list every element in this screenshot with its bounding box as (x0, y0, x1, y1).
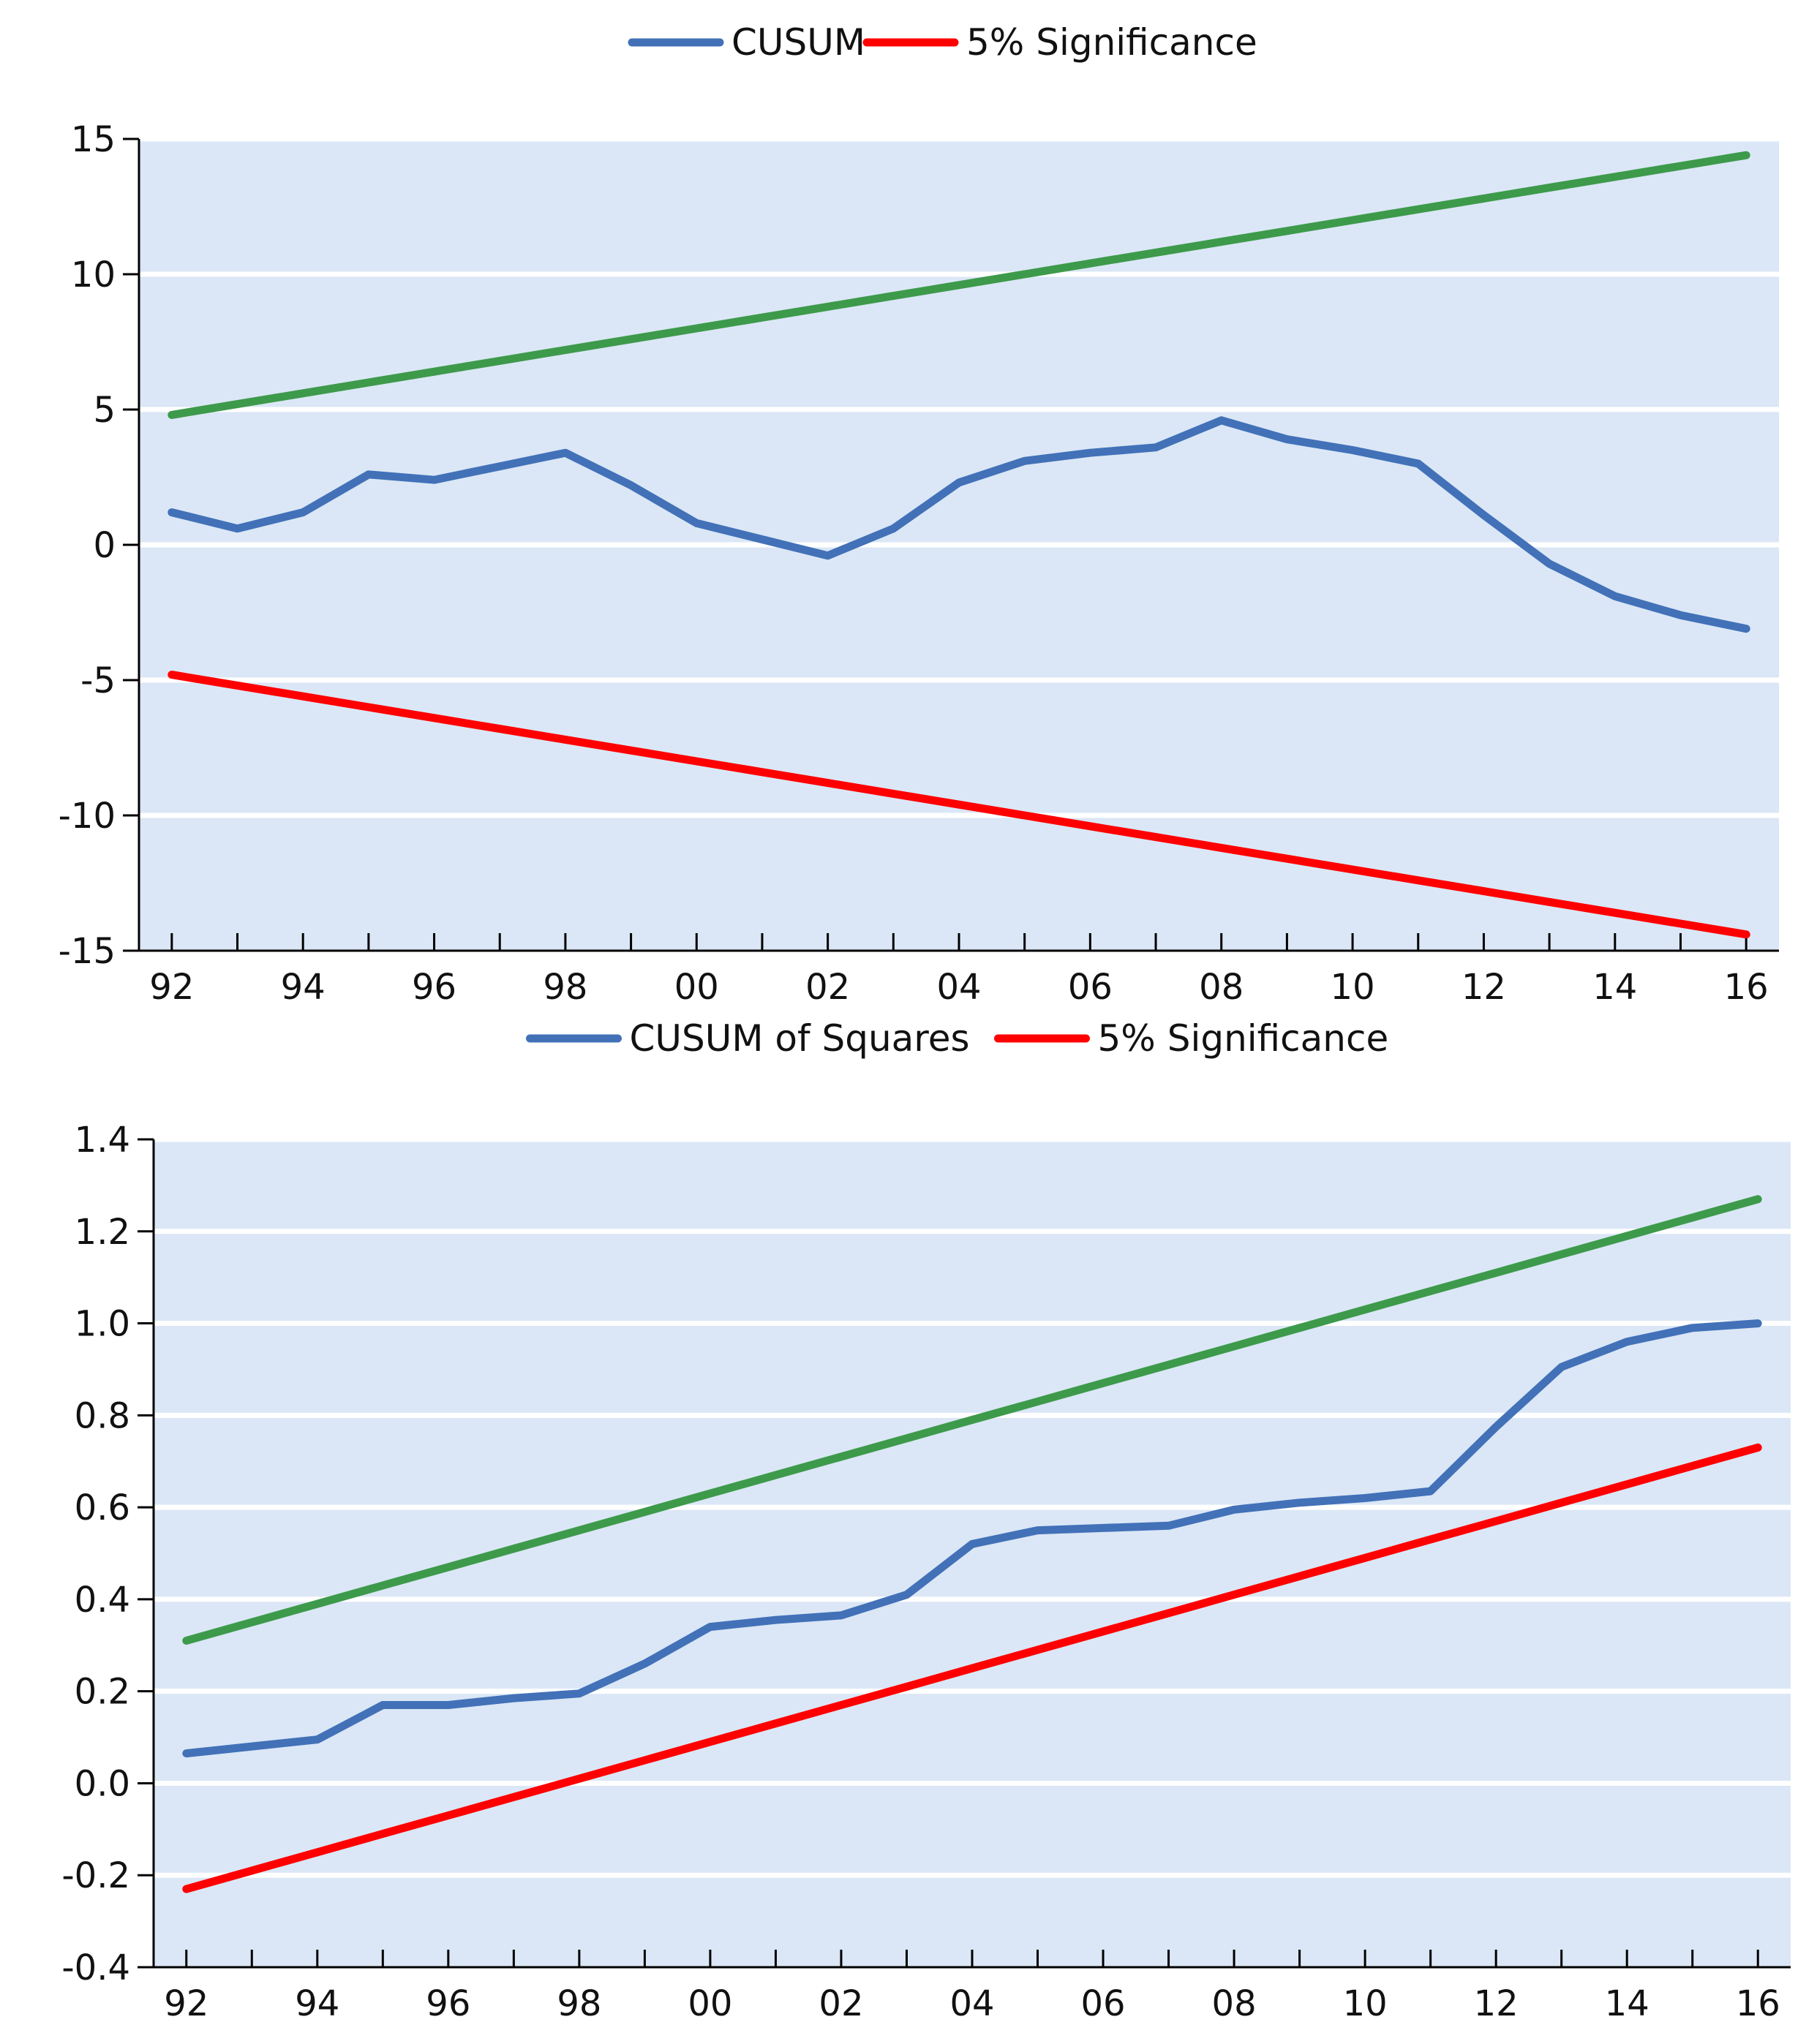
series-line-5-significance-upper (168, 151, 1750, 419)
y-tick-label: -0.2 (61, 1855, 130, 1896)
y-tick-label: 0.4 (75, 1580, 130, 1621)
x-tick-label: 06 (1081, 1983, 1126, 2024)
series-line-5-significance (182, 1443, 1762, 1893)
x-tick-label: 92 (149, 967, 194, 1008)
y-tick-label: 1.0 (75, 1304, 130, 1345)
y-tick-label: -5 (80, 660, 116, 701)
x-tick-label: 94 (281, 967, 326, 1008)
plot-area (154, 1139, 1791, 1967)
legend-label: 5% Significance (1098, 1017, 1389, 1060)
x-tick-label: 14 (1592, 967, 1637, 1008)
x-tick-label: 06 (1068, 967, 1113, 1008)
x-tick-label: 02 (805, 967, 850, 1008)
series-line-5-significance (168, 671, 1750, 939)
legend-label: CUSUM (731, 21, 865, 64)
x-tick-label: 94 (295, 1983, 339, 2024)
legend-label: 5% Significance (966, 21, 1257, 64)
y-tick-label: -15 (59, 931, 116, 972)
y-tick-label: 1.2 (75, 1212, 130, 1253)
y-tick-label: 0.6 (75, 1487, 130, 1528)
x-tick-label: 00 (688, 1983, 732, 2024)
x-tick-label: 16 (1736, 1983, 1780, 2024)
legend: CUSUM of Squares 5% Significance (526, 1017, 1389, 1060)
x-tick-label: 98 (543, 967, 587, 1008)
legend: CUSUM 5% Significance (628, 21, 1257, 64)
y-tick-label: 0.0 (75, 1763, 130, 1804)
y-tick-label: 0 (93, 525, 116, 566)
legend-label: CUSUM of Squares (630, 1017, 970, 1060)
series-line-cusum-of-squares (182, 1319, 1762, 1758)
y-tick-label: -10 (59, 796, 116, 837)
y-tick-label: 1.4 (75, 1120, 130, 1161)
x-tick-label: 92 (164, 1983, 208, 2024)
x-tick-label: 96 (426, 1983, 470, 2024)
y-tick-label: 15 (71, 119, 116, 160)
x-tick-label: 12 (1474, 1983, 1519, 2024)
x-tick-label: 10 (1331, 967, 1375, 1008)
x-tick-label: 10 (1343, 1983, 1388, 2024)
x-tick-label: 00 (674, 967, 719, 1008)
chart-panel-2: -0.4 -0.2 0.0 0.2 0.4 0.6 0.8 1.0 1.2 1.4 92 94 96 98… (61, 1017, 1791, 2024)
y-tick-label: -0.4 (61, 1947, 130, 1988)
x-tick-label: 04 (936, 967, 981, 1008)
series-line-5-significance-upper (182, 1195, 1762, 1645)
series-line-cusum (168, 416, 1750, 633)
y-tick-label: 0.8 (75, 1395, 130, 1436)
y-tick-label: 0.2 (75, 1672, 130, 1713)
x-tick-label: 16 (1724, 967, 1769, 1008)
y-tick-label: 5 (93, 390, 116, 431)
chart-panel-1: -15 -10 -5 0 5 10 15 92 94 96 98 00 02 04 06 08 10 12 14 16… (59, 21, 1779, 1008)
x-tick-label: 14 (1605, 1983, 1649, 2024)
x-tick-label: 12 (1462, 967, 1506, 1008)
x-tick-label: 04 (949, 1983, 994, 2024)
x-tick-label: 02 (819, 1983, 863, 2024)
y-tick-label: 10 (71, 254, 116, 295)
x-tick-label: 98 (557, 1983, 601, 2024)
x-tick-label: 08 (1212, 1983, 1257, 2024)
x-tick-label: 96 (412, 967, 456, 1008)
x-tick-label: 08 (1199, 967, 1244, 1008)
